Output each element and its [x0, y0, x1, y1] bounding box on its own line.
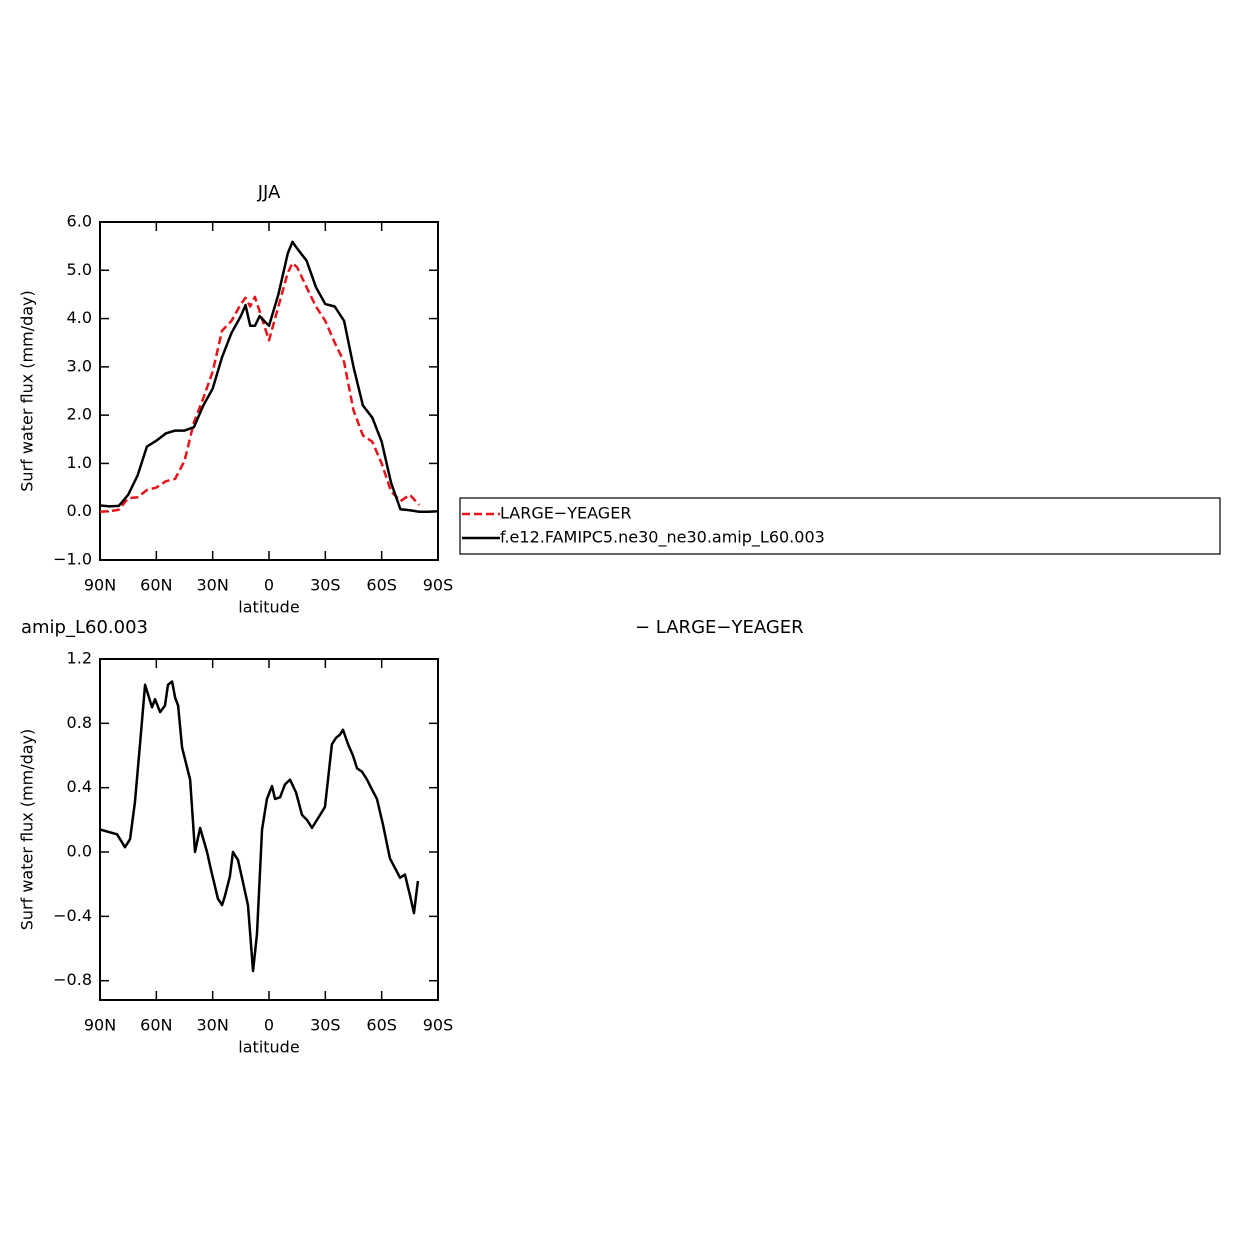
x-axis-label: latitude: [238, 1038, 299, 1057]
chart-title: JJA: [257, 182, 281, 203]
x-tick-label: 30N: [197, 1016, 229, 1035]
y-tick-label: 4.0: [67, 308, 92, 327]
legend-label: f.e12.FAMIPC5.ne30_ne30.amip_L60.003: [500, 528, 825, 548]
y-tick-label: 0.0: [67, 842, 92, 861]
y-tick-label: −0.4: [53, 906, 92, 925]
x-tick-label: 60N: [140, 1016, 172, 1035]
y-tick-label: 1.2: [67, 649, 92, 668]
y-tick-label: 5.0: [67, 260, 92, 279]
x-tick-label: 60S: [366, 1016, 397, 1035]
legend-label: LARGE−YEAGER: [500, 504, 631, 523]
x-axis-label: latitude: [238, 598, 299, 617]
chart-title: − LARGE−YEAGER: [635, 617, 804, 638]
y-tick-label: 0.4: [67, 777, 92, 796]
x-tick-label: 30S: [310, 576, 341, 595]
y-tick-label: 2.0: [67, 405, 92, 424]
x-tick-label: 90N: [84, 1016, 116, 1035]
y-tick-label: −1.0: [53, 550, 92, 569]
y-tick-label: 0.8: [67, 713, 92, 732]
x-tick-label: 30S: [310, 1016, 341, 1035]
series-line: [99, 240, 439, 513]
y-tick-label: 1.0: [67, 453, 92, 472]
legend-box: [459, 497, 1221, 555]
y-tick-label: 0.0: [67, 501, 92, 520]
x-tick-label: 0: [264, 1016, 274, 1035]
x-tick-label: 30N: [197, 576, 229, 595]
plot-frame: [99, 658, 439, 1001]
x-tick-label: 90S: [423, 576, 454, 595]
x-tick-label: 90N: [84, 576, 116, 595]
y-axis-label: Surf water flux (mm/day): [18, 290, 37, 492]
x-tick-label: 0: [264, 576, 274, 595]
y-axis-label: Surf water flux (mm/day): [18, 729, 37, 931]
y-tick-label: 6.0: [67, 212, 92, 231]
series-line: [99, 680, 420, 973]
x-tick-label: 60S: [366, 576, 397, 595]
x-tick-label: 60N: [140, 576, 172, 595]
y-tick-label: 3.0: [67, 356, 92, 375]
series-line: [99, 261, 421, 513]
x-tick-label: 90S: [423, 1016, 454, 1035]
chart-title: amip_L60.003: [21, 617, 148, 638]
y-tick-label: −0.8: [53, 970, 92, 989]
plot-frame: [99, 221, 439, 561]
